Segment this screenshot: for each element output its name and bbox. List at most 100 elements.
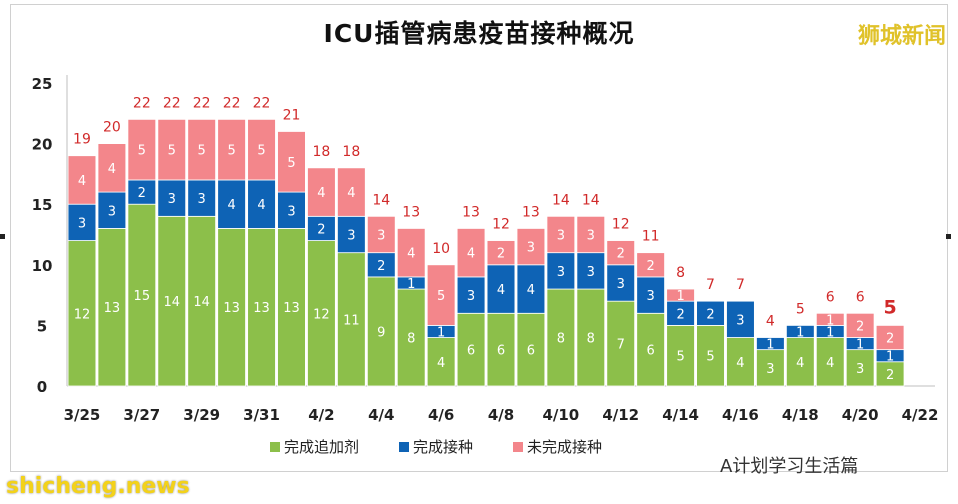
bar-segment-label: 2 <box>706 307 714 322</box>
bar-total-label: 19 <box>73 132 91 148</box>
bar-segment-label: 3 <box>557 229 565 244</box>
bar-segment-label: 9 <box>377 325 385 340</box>
bar-segment-incomplete <box>97 143 127 193</box>
bar-segment-booster <box>726 337 755 387</box>
legend-item-complete: 完成接种 <box>399 436 473 457</box>
bar-segment-label: 4 <box>407 247 415 262</box>
bar-segment-label: 1 <box>676 289 684 304</box>
bar-total-label: 12 <box>612 217 630 233</box>
bar-segment-label: 6 <box>647 344 655 359</box>
x-tick-label: 4/4 <box>368 406 394 424</box>
bar-segment-label: 6 <box>527 344 535 359</box>
x-tick-label: 4/12 <box>602 406 639 424</box>
bar-segment-label: 11 <box>343 313 360 328</box>
bar-total-label: 13 <box>462 204 480 220</box>
bar-segment-complete <box>486 264 516 314</box>
bar-segment-booster <box>277 228 306 387</box>
bar-segment-label: 1 <box>796 325 804 340</box>
bar-segment-label: 4 <box>257 198 265 213</box>
bar-segment-label: 4 <box>227 198 235 213</box>
bar-segment-complete <box>666 300 695 326</box>
bar-segment-label: 3 <box>287 204 295 219</box>
bar-total-label: 10 <box>432 241 450 257</box>
bar-total-label: 6 <box>856 289 865 305</box>
bar-segment-label: 1 <box>407 277 415 292</box>
bar-segment-complete <box>277 191 306 229</box>
bar-segment-label: 3 <box>108 204 116 219</box>
x-tick-label: 3/29 <box>183 406 220 424</box>
bar-total-label: 20 <box>103 120 121 136</box>
legend-label-booster: 完成追加剂 <box>284 438 360 456</box>
bar-segment-incomplete <box>426 264 456 326</box>
bar-segment-booster <box>785 337 815 387</box>
x-tick-label: 4/6 <box>428 406 454 424</box>
bar-segment-incomplete <box>157 118 187 181</box>
bar-total-label: 14 <box>552 192 570 208</box>
bar-segment-label: 3 <box>587 265 595 280</box>
bar-segment-label: 2 <box>676 307 684 322</box>
bar-segment-label: 2 <box>377 259 385 274</box>
bar-segment-label: 15 <box>134 289 151 304</box>
bar-segment-label: 4 <box>497 283 505 298</box>
bar-total-label: 7 <box>736 277 745 293</box>
bar-segment-booster <box>875 361 905 387</box>
legend-swatch-booster <box>270 441 280 452</box>
bar-segment-complete <box>756 337 785 351</box>
bar-segment-label: 2 <box>497 247 505 262</box>
bar-segment-incomplete <box>546 215 576 254</box>
bar-segment-label: 8 <box>407 332 415 347</box>
bar-total-label: 22 <box>193 95 211 111</box>
bar-segment-label: 12 <box>313 307 330 322</box>
bar-segment-complete <box>516 264 546 314</box>
bar-segment-label: 3 <box>198 192 206 207</box>
bar-segment-incomplete <box>576 215 606 254</box>
bar-segment-label: 1 <box>826 325 834 340</box>
bar-segment-label: 6 <box>467 344 475 359</box>
account-watermark: A计划学习生活篇 <box>720 456 859 477</box>
bar-segment-complete <box>576 252 606 290</box>
site-watermark: shicheng.news <box>6 474 190 499</box>
y-tick-label: 0 <box>37 378 47 396</box>
bar-segment-booster <box>576 288 606 387</box>
bar-segment-label: 1 <box>826 313 834 328</box>
bar-segment-label: 1 <box>886 350 894 365</box>
bar-segment-booster <box>157 215 187 387</box>
bar-segment-complete <box>456 276 486 314</box>
bar-segment-complete <box>157 179 187 217</box>
bar-segment-label: 3 <box>168 192 176 207</box>
bar-segment-incomplete <box>486 240 516 266</box>
bar-segment-label: 5 <box>227 144 235 159</box>
x-tick-label: 3/31 <box>243 406 280 424</box>
bar-segment-label: 3 <box>527 241 535 256</box>
bar-segment-label: 6 <box>497 344 505 359</box>
resize-handle-left <box>0 234 5 239</box>
bar-segment-incomplete <box>606 240 636 266</box>
bar-segment-incomplete <box>187 118 217 181</box>
bar-segment-booster <box>247 228 276 387</box>
bar-segment-label: 4 <box>796 356 804 371</box>
bar-segment-complete <box>247 179 276 229</box>
bar-segment-booster <box>606 300 636 387</box>
bar-segment-label: 2 <box>317 222 325 237</box>
bar-segment-label: 3 <box>377 229 385 244</box>
x-tick-label: 3/25 <box>64 406 101 424</box>
bar-segment-booster <box>516 312 546 387</box>
bar-segment-label: 2 <box>856 319 864 334</box>
bar-segment-booster <box>307 240 336 387</box>
bar-segment-complete <box>696 300 725 326</box>
bar-segment-label: 8 <box>587 332 595 347</box>
bar-segment-incomplete <box>845 312 875 338</box>
bar-segment-label: 2 <box>886 368 894 383</box>
bar-segment-label: 5 <box>437 289 445 304</box>
bar-segment-incomplete <box>666 288 695 302</box>
legend-label-incomplete: 未完成接种 <box>527 438 603 456</box>
bar-total-label: 5 <box>883 296 896 318</box>
bar-segment-label: 3 <box>78 216 86 231</box>
bar-segment-booster <box>217 228 246 387</box>
bar-segment-booster <box>97 228 127 387</box>
y-tick-label: 25 <box>32 75 53 93</box>
bar-segment-label: 5 <box>168 144 176 159</box>
x-tick-label: 4/16 <box>722 406 759 424</box>
bar-segment-label: 3 <box>856 362 864 377</box>
bar-segment-label: 14 <box>193 295 210 310</box>
